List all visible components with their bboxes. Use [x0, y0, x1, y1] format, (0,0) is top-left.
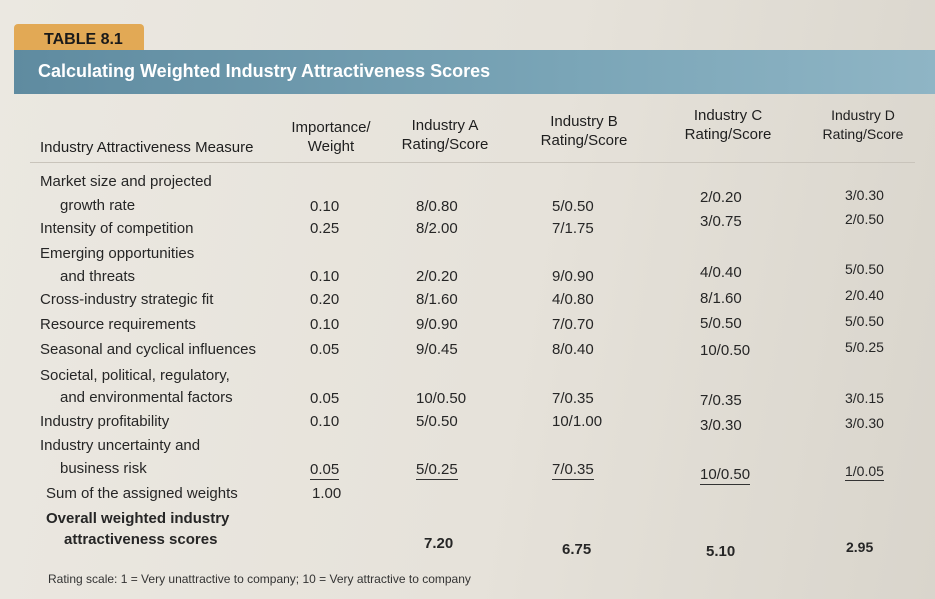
industry-a-cell: 8/0.80 — [416, 198, 458, 215]
industry-c-cell: 4/0.40 — [700, 264, 742, 281]
industry-c-cell: 10/0.50 — [700, 342, 751, 359]
industry-d-cell: 5/0.25 — [845, 339, 884, 355]
header-divider — [30, 162, 915, 163]
industry-d-cell-underlined: 1/0.05 — [845, 463, 884, 481]
industry-b-cell: 7/0.70 — [552, 316, 594, 333]
industry-c-cell: 10/0.50 — [700, 465, 751, 485]
industry-b-cell: 8/0.40 — [552, 341, 594, 358]
industry-d-cell: 5/0.50 — [845, 313, 884, 329]
row-label-continued: business risk — [60, 460, 147, 477]
industry-d-cell: 2/0.40 — [845, 287, 884, 303]
header-industry-a: Industry A Rating/Score — [401, 117, 489, 153]
row-label: Resource requirements — [40, 316, 196, 333]
row-label: Emerging opportunities — [40, 245, 195, 262]
industry-a-cell: 5/0.25 — [416, 460, 458, 480]
industry-b-cell: 10/1.00 — [552, 413, 603, 430]
industry-c-cell: 5/0.50 — [700, 315, 742, 332]
header-industry-d: Industry D Rating/Score — [822, 107, 904, 142]
row-label: Intensity of competition — [40, 220, 194, 237]
weight-cell: 0.05 — [310, 341, 340, 358]
rating-scale-footnote: Rating scale: 1 = Very unattractive to c… — [48, 572, 471, 586]
industry-d-cell: 1/0.05 — [845, 462, 884, 481]
weight-cell: 0.05 — [310, 460, 340, 480]
overall-score-a: 7.20 — [424, 535, 454, 552]
industry-b-cell: 4/0.80 — [552, 291, 594, 308]
weight-cell: 0.25 — [310, 220, 340, 237]
row-label: Seasonal and cyclical influences — [40, 341, 256, 358]
overall-score-d: 2.95 — [846, 539, 874, 555]
sum-value: 1.00 — [312, 485, 342, 502]
industry-a-cell: 5/0.50 — [416, 413, 458, 430]
industry-d-cell: 3/0.30 — [845, 415, 884, 431]
industry-d-cell: 2/0.50 — [845, 211, 884, 227]
weight-cell: 0.20 — [310, 291, 340, 308]
row-label: Societal, political, regulatory, — [40, 367, 230, 384]
row-label: Market size and projected — [40, 173, 212, 190]
industry-b-cell-underlined: 7/0.35 — [552, 461, 594, 480]
title-banner: Calculating Weighted Industry Attractive… — [14, 50, 935, 94]
industry-b-cell: 9/0.90 — [552, 268, 594, 285]
weight-cell-underlined: 0.05 — [310, 461, 340, 480]
weight-cell: 0.10 — [310, 198, 340, 215]
row-label: Cross-industry strategic fit — [40, 291, 214, 308]
weight-cell: 0.10 — [310, 316, 340, 333]
industry-a-cell: 10/0.50 — [416, 390, 467, 407]
industry-a-cell-underlined: 5/0.25 — [416, 461, 458, 480]
weight-cell: 0.05 — [310, 390, 340, 407]
weight-cell: 0.10 — [310, 413, 340, 430]
table-label: TABLE 8.1 — [44, 31, 123, 48]
industry-a-cell: 2/0.20 — [416, 268, 458, 285]
overall-score-b: 6.75 — [562, 541, 592, 558]
row-label-continued: and environmental factors — [60, 389, 233, 406]
industry-a-cell: 9/0.45 — [416, 341, 458, 358]
industry-d-cell: 3/0.15 — [845, 390, 884, 406]
industry-a-cell: 8/1.60 — [416, 291, 458, 308]
industry-d-cell: 3/0.30 — [845, 187, 884, 203]
weight-cell: 0.10 — [310, 268, 340, 285]
overall-score-c: 5.10 — [706, 543, 736, 560]
industry-c-cell: 8/1.60 — [700, 290, 742, 307]
row-label: Industry uncertainty and — [40, 437, 201, 454]
industry-b-cell: 5/0.50 — [552, 198, 594, 215]
table-title: Calculating Weighted Industry Attractive… — [38, 61, 491, 81]
row-label: Industry profitability — [40, 413, 170, 430]
row-label-continued: growth rate — [60, 197, 136, 214]
industry-b-cell: 7/0.35 — [552, 390, 594, 407]
industry-c-cell: 3/0.30 — [700, 417, 742, 434]
header-importance: Importance/ Weight — [291, 119, 371, 155]
header-industry-c: Industry C Rating/Score — [684, 107, 772, 143]
sum-label: Sum of the assigned weights — [46, 485, 238, 502]
industry-b-cell: 7/1.75 — [552, 220, 594, 237]
industry-a-cell: 9/0.90 — [416, 316, 458, 333]
industry-a-cell: 8/2.00 — [416, 220, 458, 237]
industry-c-cell: 2/0.20 — [700, 189, 742, 206]
header-industry-b: Industry B Rating/Score — [540, 113, 628, 149]
industry-d-cell: 5/0.50 — [845, 261, 884, 277]
overall-label-line1: Overall weighted industry — [46, 510, 230, 527]
industry-c-cell: 3/0.75 — [700, 213, 742, 230]
industry-b-cell: 7/0.35 — [552, 460, 594, 480]
header-measure: Industry Attractiveness Measure — [40, 139, 254, 156]
industry-c-cell-underlined: 10/0.50 — [700, 466, 751, 485]
industry-c-cell: 7/0.35 — [700, 392, 742, 409]
overall-label-line2: attractiveness scores — [64, 531, 218, 548]
row-label-continued: and threats — [60, 268, 136, 285]
